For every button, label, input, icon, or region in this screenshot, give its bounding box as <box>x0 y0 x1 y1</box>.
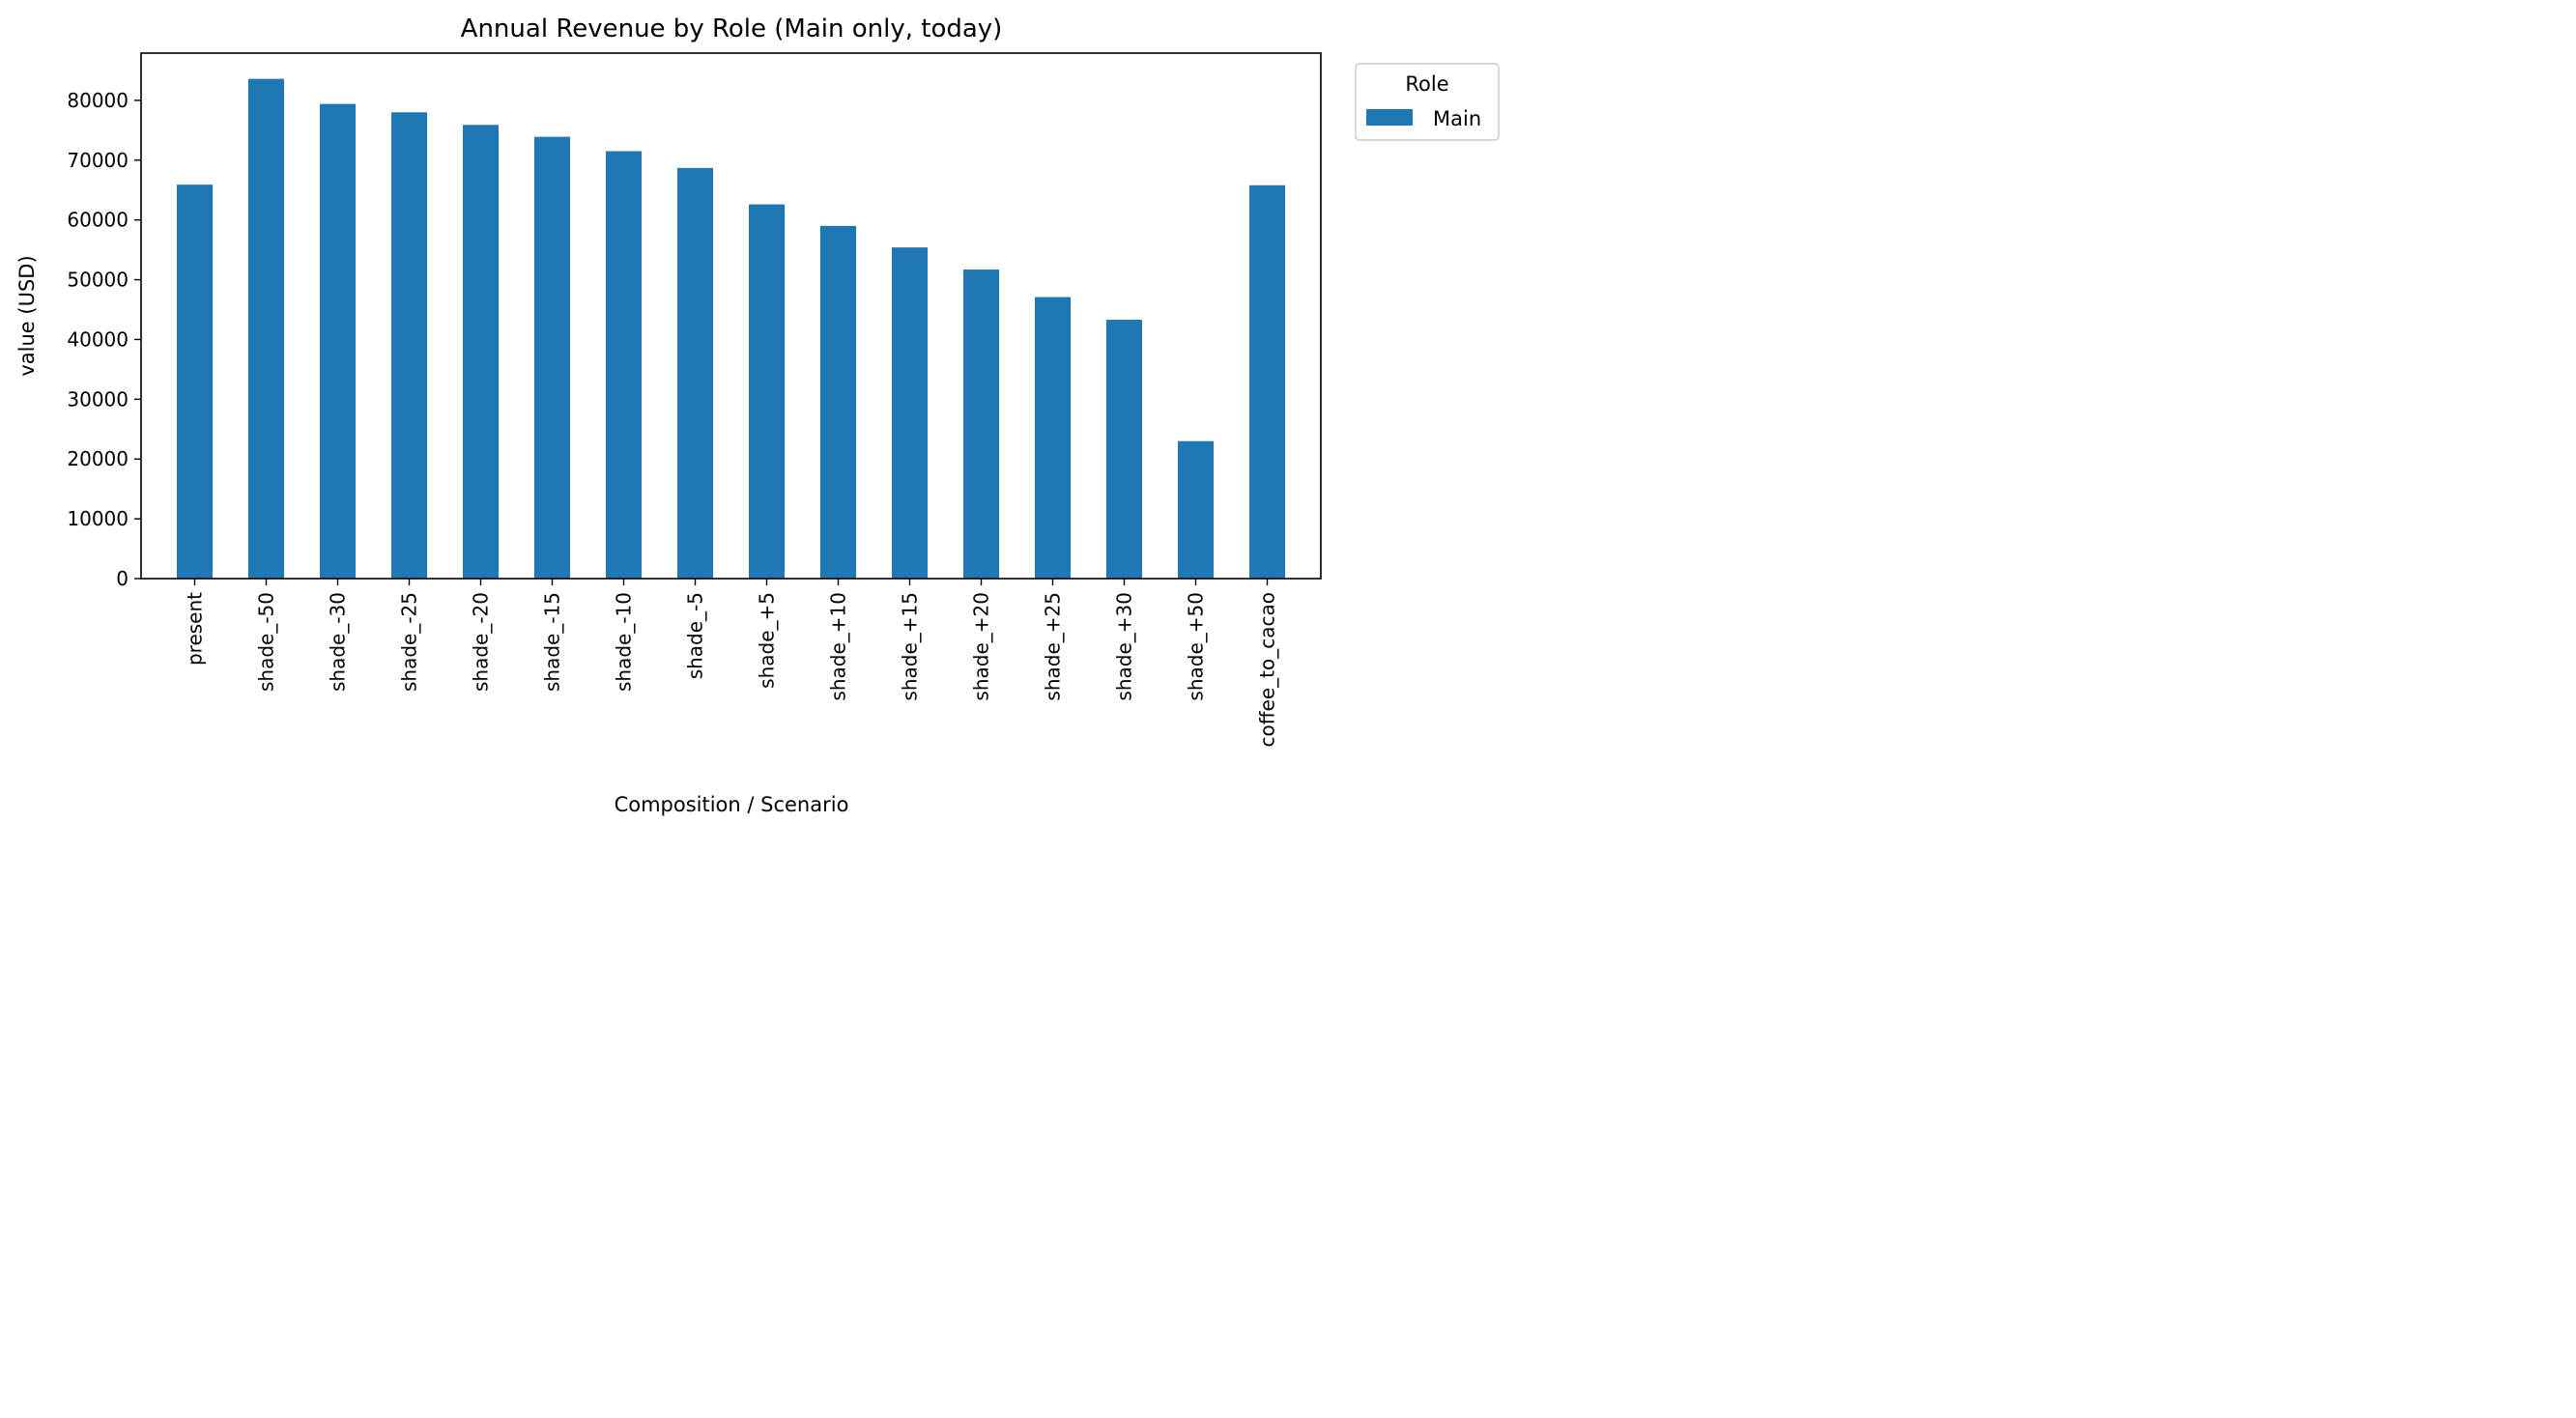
bar-shade_+20 <box>963 269 999 579</box>
bar-shade_-25 <box>391 112 427 580</box>
bar-shade_-50 <box>248 78 284 580</box>
x-tick-label: shade_-30 <box>327 592 350 692</box>
y-tick-label: 50000 <box>67 269 129 292</box>
x-tick-label: shade_+10 <box>827 592 850 701</box>
plot-frame <box>140 52 1322 580</box>
y-axis-ticks: 0 10000 20000 30000 40000 50000 60000 70000 8000… <box>67 89 141 590</box>
x-tick-label: shade_+30 <box>1113 592 1136 701</box>
bar-shade_-30 <box>320 103 356 580</box>
bar-shade_-10 <box>606 151 642 579</box>
x-tick-label: shade_+5 <box>756 592 779 689</box>
y-tick-label: 60000 <box>67 209 129 232</box>
x-tick-label: shade_+15 <box>899 592 922 701</box>
x-tick-label: shade_-10 <box>613 592 636 692</box>
legend-label-main: Main <box>1433 107 1481 130</box>
x-tick-label: present <box>184 592 207 666</box>
bars <box>177 78 1285 580</box>
y-axis-label: value (USD) <box>15 255 39 376</box>
bar-shade_+5 <box>749 204 785 579</box>
bar-present <box>177 184 213 579</box>
x-axis-label: Composition / Scenario <box>615 793 849 816</box>
y-tick-label: 0 <box>116 567 129 590</box>
bar-shade_-15 <box>534 136 570 579</box>
chart-title: Annual Revenue by Role (Main only, today… <box>461 14 1003 43</box>
bar-shade_-20 <box>463 125 499 579</box>
y-tick-label: 10000 <box>67 507 129 530</box>
bar-shade_+50 <box>1178 440 1214 579</box>
x-tick-label: coffee_to_cacao <box>1256 592 1279 747</box>
legend: Role Main <box>1355 63 1500 141</box>
legend-swatch-main <box>1366 109 1413 126</box>
x-tick-label: shade_-15 <box>541 592 564 692</box>
x-tick-label: shade_+20 <box>970 592 993 701</box>
bar-shade_+30 <box>1106 320 1142 579</box>
bar-shade_+10 <box>820 225 856 580</box>
y-tick-label: 80000 <box>67 89 129 112</box>
x-tick-label: shade_-25 <box>398 592 421 692</box>
y-tick-label: 40000 <box>67 327 129 351</box>
legend-title: Role <box>1405 72 1448 96</box>
x-axis-ticks: present shade_-50 shade_-30 shade_-25 shade_… <box>184 579 1279 747</box>
bar-shade_+25 <box>1035 297 1071 579</box>
bar-coffee_to_cacao <box>1249 184 1285 579</box>
x-tick-label: shade_-20 <box>470 592 493 692</box>
bar-shade_+15 <box>892 247 928 579</box>
y-tick-label: 20000 <box>67 447 129 470</box>
x-tick-label: shade_+25 <box>1042 592 1065 701</box>
y-tick-label: 70000 <box>67 149 129 172</box>
x-tick-label: shade_-5 <box>684 592 707 679</box>
x-tick-label: shade_-50 <box>255 592 278 692</box>
bar-shade_-5 <box>677 167 713 579</box>
x-tick-label: shade_+50 <box>1185 592 1208 701</box>
y-tick-label: 30000 <box>67 387 129 411</box>
chart: Annual Revenue by Role (Main only, today… <box>15 14 1500 816</box>
